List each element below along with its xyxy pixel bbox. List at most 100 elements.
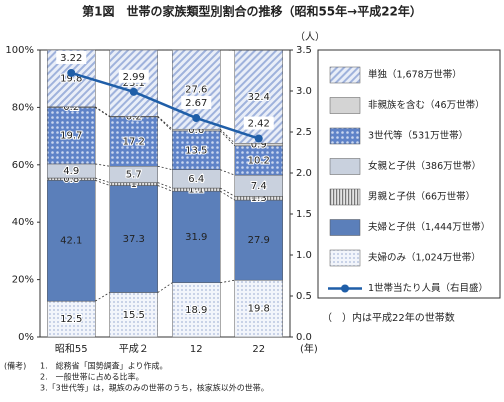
legend-swatch <box>329 249 361 267</box>
label-bg <box>118 69 149 83</box>
note-item: 1. 総務省「国勢調査」より作成。 <box>40 361 167 371</box>
plot-frame <box>39 49 291 338</box>
bar-value-label: 27.9 <box>248 235 270 246</box>
legend-swatch <box>329 97 361 114</box>
label-bg <box>56 50 87 64</box>
bar-value-label: 7.4 <box>251 181 267 192</box>
y-tick-label: 100% <box>5 45 34 56</box>
y-tick-label: 40% <box>12 217 34 228</box>
legend-label: 3世代等（531万世帯） <box>368 130 468 142</box>
bar-segment <box>234 199 283 281</box>
connector <box>95 179 110 186</box>
bar-value-label: 13.5 <box>185 145 207 156</box>
y2-tick-label: 2.0 <box>296 168 312 179</box>
connector <box>157 115 173 130</box>
legend-label: 1世帯当たり人員（右目盛） <box>368 282 488 294</box>
y-tick-label: 0% <box>18 332 34 343</box>
bar-value-label: 5.7 <box>126 169 142 180</box>
legend-label: 非親族を含む（46万世帯） <box>368 99 485 111</box>
line-point <box>254 134 263 143</box>
connector <box>157 182 173 189</box>
line-point <box>67 68 76 77</box>
connector <box>157 185 173 192</box>
line-point <box>192 114 201 123</box>
legend-swatch <box>329 188 361 206</box>
y2-tick-label: 2.5 <box>296 127 312 138</box>
y2-tick-label: 0.5 <box>296 291 312 302</box>
note-item: 2. 一般世帯に占める比率。 <box>40 372 144 382</box>
bar-value-label: 27.6 <box>185 85 207 96</box>
connector <box>220 190 235 201</box>
legend-label: 男親と子供（66万世帯） <box>368 191 475 203</box>
legend-label: 夫婦のみ（1,024万世帯） <box>368 252 481 264</box>
line-point <box>129 87 138 96</box>
bar-value-label: 10.2 <box>248 155 270 166</box>
bar-segment <box>234 279 283 338</box>
y-tick-label: 60% <box>12 160 34 171</box>
bar-value-label: 19.7 <box>60 131 82 142</box>
connector <box>220 187 235 197</box>
bar-value-label: 12.5 <box>60 314 82 325</box>
bar-segment <box>172 130 221 170</box>
bar-segment <box>109 292 158 338</box>
bar-value-label: 37.3 <box>123 234 145 245</box>
y-tick-label: 80% <box>12 102 34 113</box>
legend-swatch <box>329 158 361 175</box>
bar-segment <box>172 190 221 284</box>
x-tick-label: 22 <box>252 344 265 355</box>
note: （ ）内は平成22年の世帯数 <box>322 311 455 324</box>
label-bg <box>243 116 274 130</box>
line-value-label: 2.67 <box>185 98 207 109</box>
connector <box>95 177 110 183</box>
bar-value-label: 32.4 <box>248 92 270 103</box>
y2-axis-label: （人） <box>295 31 325 43</box>
y-tick-label: 20% <box>12 275 34 286</box>
connector <box>220 279 235 284</box>
chart-title: 第1図 世帯の家族類型別割合の推移（昭和55年→平成22年） <box>82 4 422 19</box>
y2-tick-label: 3.0 <box>296 86 312 97</box>
connector <box>157 116 173 132</box>
bar-segment <box>172 282 221 338</box>
connector <box>219 130 236 147</box>
bar-segment <box>109 185 158 293</box>
bar-value-label: 6.4 <box>188 174 204 185</box>
legend-label: 女親と子供（386万世帯） <box>368 160 481 172</box>
note-item: 3.「3世代等」は，親族のみの世帯のうち，核家族以外の世帯。 <box>40 383 269 393</box>
x-axis-label: (年) <box>300 342 318 355</box>
bar-value-label: 19.8 <box>248 304 270 315</box>
line-value-label: 2.99 <box>123 72 145 83</box>
notes-heading: (備考) <box>4 361 26 371</box>
bar-segment <box>109 116 158 167</box>
connector <box>157 282 173 293</box>
connector <box>95 106 110 117</box>
legend-swatch <box>329 127 361 145</box>
y2-tick-label: 0.0 <box>296 332 312 343</box>
bar-value-label: 1 <box>131 179 137 190</box>
legend-swatch <box>329 66 361 84</box>
connector <box>220 169 235 176</box>
x-tick-label: 平成２ <box>119 343 149 355</box>
x-tick-label: 12 <box>190 344 203 355</box>
connector <box>95 163 110 167</box>
y2-tick-label: 3.5 <box>296 45 312 56</box>
bar-segment <box>47 300 96 338</box>
bar-segment <box>47 180 96 302</box>
bar-value-label: 31.9 <box>185 232 207 243</box>
bar-value-label: 17.2 <box>123 137 145 148</box>
bar-value-label: 18.9 <box>185 305 207 316</box>
legend-swatch <box>329 219 361 236</box>
connector <box>95 292 110 302</box>
bar-value-label: 42.1 <box>60 236 82 247</box>
bar-segment <box>109 49 158 117</box>
connector <box>157 165 173 171</box>
line <box>70 71 260 140</box>
legend-marker <box>341 284 349 293</box>
legend-label: 夫婦と子供（1,444万世帯） <box>368 221 490 233</box>
y2-tick-label: 1.5 <box>296 209 312 220</box>
legend-label: 単独（1,678万世帯） <box>368 69 462 81</box>
connector <box>219 128 236 144</box>
y2-tick-label: 1.0 <box>296 250 312 261</box>
bar-value-label: 15.5 <box>123 310 145 321</box>
bar-value-label: 4.9 <box>63 166 79 177</box>
